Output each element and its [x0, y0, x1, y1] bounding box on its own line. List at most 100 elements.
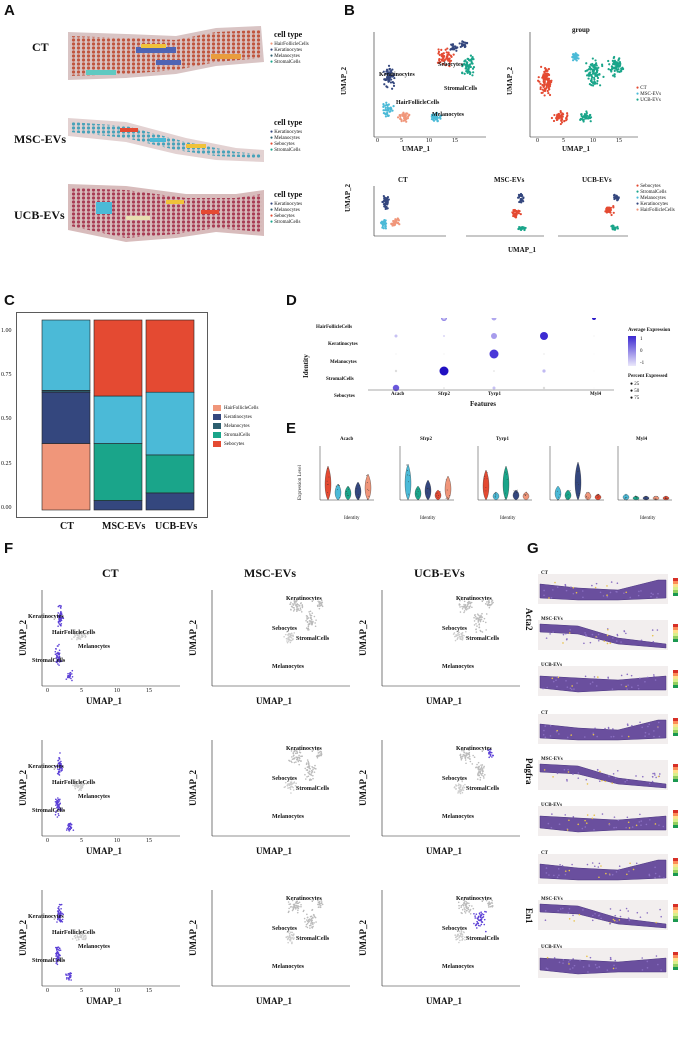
identity-label: StromalCells [326, 377, 354, 382]
umap-point [289, 633, 292, 636]
umap-point [479, 618, 481, 621]
umap-point [512, 214, 515, 218]
umap-point [311, 765, 313, 768]
umap-point [585, 117, 588, 120]
x-tick-msc: MSC-EVs [102, 521, 146, 532]
umap-point [318, 903, 320, 906]
umap-point [593, 67, 596, 70]
g-spot [561, 864, 564, 867]
umap-point [58, 957, 60, 960]
umap-point [292, 752, 295, 754]
umap-point [59, 802, 61, 805]
umap-point [82, 934, 84, 936]
g-spot [609, 908, 612, 910]
umap-point [463, 611, 465, 614]
dot-mark [593, 387, 595, 389]
umap-point [58, 758, 61, 760]
umap-point [304, 921, 306, 923]
umap-point [390, 78, 393, 81]
umap-point [462, 937, 464, 940]
bar-segment [145, 391, 195, 456]
violin-jitter-point [635, 497, 637, 499]
umap-point [296, 605, 299, 608]
umap-point [596, 76, 600, 80]
g-spot [596, 735, 598, 738]
cell-label: StromalCells [32, 658, 66, 664]
umap-point [612, 205, 615, 208]
umap-point [302, 910, 305, 913]
g-spot [626, 816, 629, 819]
umap-point [458, 779, 460, 781]
split-legend: ● Sebocytes ● StromalCells ● Melanocytes… [636, 184, 675, 213]
dot-mark [593, 335, 595, 337]
cluster-label: Sebocytes [438, 62, 463, 68]
umap-point [294, 752, 297, 755]
umap-point [475, 766, 477, 769]
umap-point [472, 58, 475, 61]
violin-shape [444, 475, 452, 501]
umap-point [459, 784, 462, 787]
umap-point [308, 778, 311, 781]
bar-segment [41, 391, 91, 444]
umap-point [298, 605, 301, 607]
umap-point [296, 902, 299, 905]
g-spot [572, 958, 574, 960]
g-spot [592, 914, 594, 917]
umap-point [313, 615, 316, 618]
umap-point [75, 939, 78, 941]
umap-point [609, 206, 613, 209]
g-spot [609, 874, 611, 876]
feature-xtick: 5 [80, 838, 83, 844]
umap-point [56, 963, 59, 966]
umap-point [587, 116, 590, 119]
g-colorbar-step [673, 767, 678, 770]
umap-point [58, 643, 60, 646]
umap-point [602, 75, 605, 78]
violin-jitter-point [367, 498, 368, 500]
umap-point [57, 807, 60, 809]
umap-point [442, 59, 445, 63]
umap-point [300, 611, 303, 613]
umap-point [86, 633, 89, 635]
violin-jitter-point [366, 482, 368, 484]
umap-point [306, 926, 309, 929]
umap-point [456, 630, 458, 633]
g-colorbar-step [673, 593, 678, 596]
umap-point [57, 797, 59, 799]
umap-point [468, 910, 470, 913]
umap-point [60, 903, 63, 906]
g-spot [597, 639, 600, 642]
cell-label: Melanocytes [272, 964, 304, 970]
umap-point [614, 195, 617, 198]
g-spot [663, 877, 665, 879]
g-colorbar-step [673, 958, 678, 961]
violin-shape [564, 489, 572, 501]
feature-xtick: 15 [146, 988, 152, 994]
violin-jitter-point [437, 497, 439, 499]
violin-jitter-point [566, 495, 568, 497]
g-spot [552, 589, 554, 591]
umap-point [57, 612, 60, 614]
panel-a-label-ucb: UCB-EVs [14, 208, 65, 222]
violin-jitter-point [426, 492, 428, 494]
umap-point [71, 675, 74, 678]
umap-point [58, 905, 60, 908]
g-spot [650, 595, 652, 598]
tissue-section-msc [68, 118, 264, 162]
g-colorbar-step [673, 624, 678, 627]
umap-point [72, 829, 75, 831]
feature-label: Myl4 [590, 392, 602, 397]
g-spot [543, 589, 545, 592]
violin-jitter-point [526, 493, 528, 495]
umap-point [481, 772, 484, 775]
umap-point [290, 639, 293, 642]
umap-xtick: 15 [452, 138, 458, 144]
feature-xtick: 5 [80, 988, 83, 994]
dot-plot [368, 318, 614, 392]
g-spot [618, 865, 621, 868]
split-legend-item: StromalCells [640, 190, 667, 195]
umap-point [406, 115, 410, 118]
g-spot [565, 680, 567, 682]
violin-shape [594, 493, 602, 501]
umap-split [373, 186, 628, 237]
